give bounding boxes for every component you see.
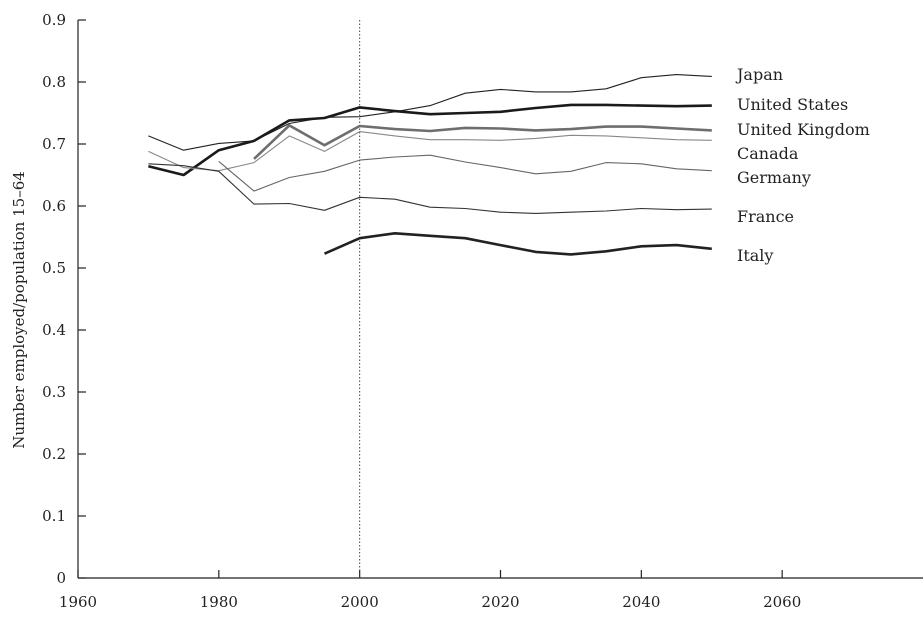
series-line-germany [218, 154, 712, 192]
x-tick-label: 2060 [763, 593, 801, 611]
series-label-france: France [737, 207, 794, 226]
y-axis: 0 0.1 0.2 0.3 0.4 0.5 0.6 0.7 0.8 0.9 [42, 11, 86, 587]
y-tick-label: 0.5 [42, 259, 66, 277]
y-tick-label: 0.8 [42, 73, 66, 91]
series-line-italy [323, 232, 712, 256]
y-tick-label: 0 [56, 569, 66, 587]
x-tick-label: 1980 [200, 593, 238, 611]
x-axis: 1960 1980 2000 2020 2040 2060 [59, 570, 923, 611]
y-tick-label: 0.6 [42, 197, 66, 215]
series-label-united-kingdom: United Kingdom [737, 120, 870, 139]
x-tick-label: 2020 [481, 593, 519, 611]
y-tick-label: 0.4 [42, 321, 66, 339]
y-tick-label: 0.2 [42, 445, 66, 463]
series-line-france [148, 163, 712, 214]
series-line-united-kingdom [253, 124, 712, 160]
series-line-united-states [148, 103, 712, 177]
series-label-canada: Canada [737, 144, 799, 163]
x-tick-label: 1960 [59, 593, 97, 611]
series-label-italy: Italy [737, 246, 773, 265]
x-tick-label: 2000 [341, 593, 379, 611]
series-line-japan [148, 74, 712, 151]
series-label-united-states: United States [737, 95, 848, 114]
series-labels-group: Japan United States United Kingdom Canada Ge… [735, 65, 870, 265]
series-group [148, 74, 712, 256]
x-tick-label: 2040 [622, 593, 660, 611]
series-label-japan: Japan [735, 65, 783, 84]
y-axis-title: Number employed/population 15–64 [10, 171, 28, 449]
y-tick-label: 0.1 [42, 507, 66, 525]
series-label-germany: Germany [737, 168, 811, 187]
y-tick-label: 0.9 [42, 11, 66, 29]
y-tick-label: 0.3 [42, 383, 66, 401]
y-tick-label: 0.7 [42, 135, 66, 153]
series-line-canada [148, 131, 712, 172]
